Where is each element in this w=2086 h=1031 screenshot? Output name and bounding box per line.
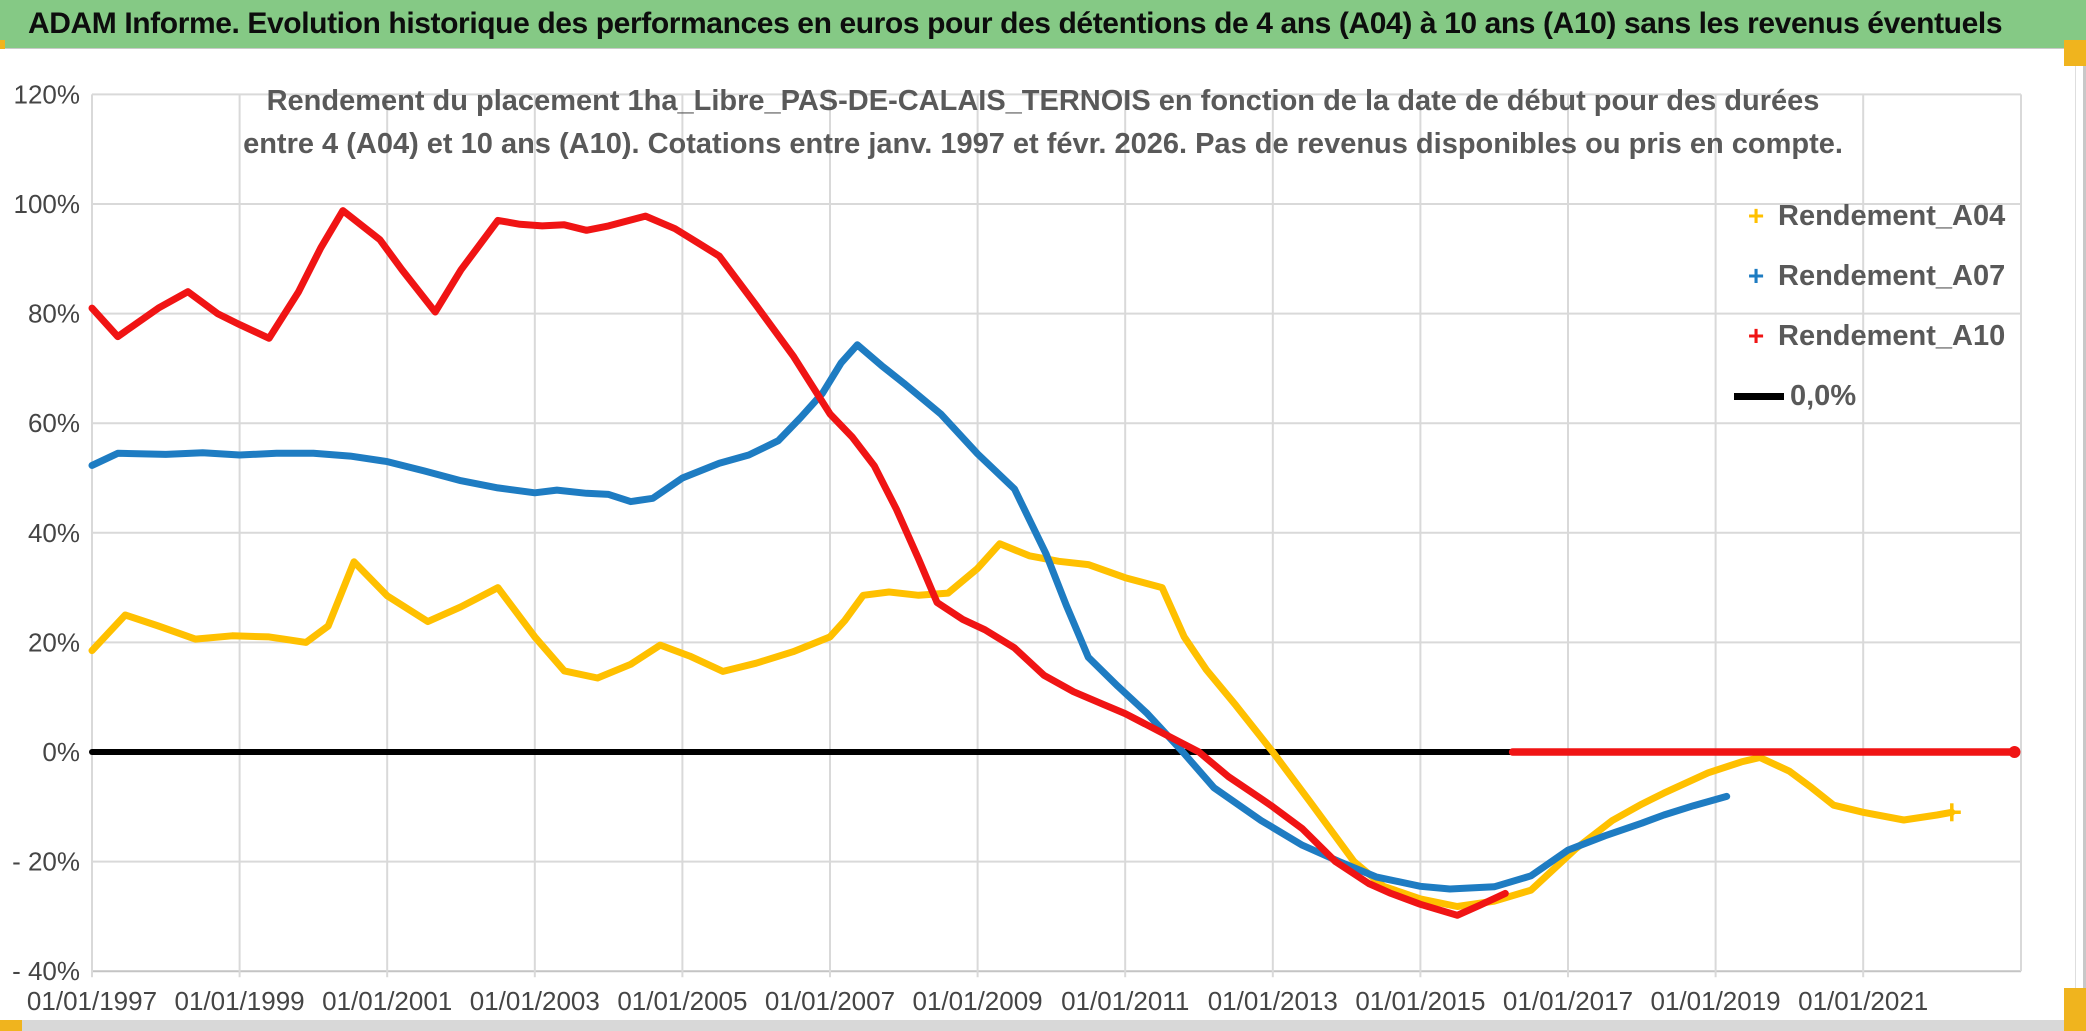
x-axis-label: 01/01/2001	[322, 986, 452, 1016]
y-axis-label: 40%	[28, 518, 80, 548]
series-rendement-a04[interactable]	[88, 540, 1956, 910]
legend-item-rendement-a04[interactable]: + Rendement_A04	[1734, 186, 2005, 246]
yellow-border-bottom-left	[0, 1020, 22, 1031]
x-axis-label: 01/01/2007	[765, 986, 895, 1016]
x-axis-label: 01/01/2009	[913, 986, 1043, 1016]
bottom-sheet-strip	[0, 1020, 2086, 1031]
legend-item-rendement-a10[interactable]: + Rendement_A10	[1734, 306, 2005, 366]
x-axis-label: 01/01/2017	[1503, 986, 1633, 1016]
y-axis-label: 60%	[28, 408, 80, 438]
series-rendement-a10[interactable]	[88, 207, 1509, 919]
legend-plus-marker: +	[1747, 320, 1765, 351]
y-axis-label: 0%	[42, 737, 80, 767]
x-axis-label: 01/01/2019	[1651, 986, 1781, 1016]
legend-label: 0,0%	[1790, 379, 1857, 412]
legend-label: Rendement_A10	[1778, 319, 2006, 352]
chart-title-line2: entre 4 (A04) et 10 ans (A10). Cotations…	[243, 128, 1843, 160]
legend-label: Rendement_A04	[1778, 199, 2006, 232]
x-axis-label: 01/01/1997	[27, 986, 157, 1016]
legend-plus-marker: +	[1747, 200, 1765, 231]
series-rendement-a07[interactable]	[88, 341, 1731, 893]
legend-line-swatch	[1734, 392, 1784, 400]
window-title-bar: ADAM Informe. Evolution historique des p…	[0, 0, 2086, 49]
legend-item-0-0-[interactable]: 0,0%	[1734, 366, 2005, 426]
legend-item-rendement-a07[interactable]: + Rendement_A07	[1734, 246, 2005, 306]
y-axis-label: - 20%	[12, 847, 80, 877]
yellow-border-top-left	[0, 40, 5, 49]
x-axis-label: 01/01/2005	[617, 986, 747, 1016]
x-axis-label: 01/01/2013	[1208, 986, 1338, 1016]
yellow-border-bottom-right	[2064, 988, 2086, 1031]
legend-label: Rendement_A07	[1778, 259, 2006, 292]
yellow-border-top-right	[2064, 40, 2086, 66]
x-axis-label: 01/01/1999	[175, 986, 305, 1016]
y-axis-label: 20%	[28, 627, 80, 657]
chart-object-border	[2075, 48, 2076, 1020]
x-axis-label: 01/01/2015	[1355, 986, 1485, 1016]
y-axis-label: 120%	[14, 79, 81, 109]
x-axis-label: 01/01/2011	[1061, 986, 1189, 1016]
legend-plus-marker: +	[1747, 260, 1765, 291]
y-axis-label: 100%	[14, 189, 81, 219]
chart-title-line1: Rendement du placement 1ha_Libre_PAS-DE-…	[266, 85, 1820, 117]
chart-title: Rendement du placement 1ha_Libre_PAS-DE-…	[213, 80, 1873, 166]
chart-legend[interactable]: + Rendement_A04 + Rendement_A07 + Rendement_A…	[1734, 186, 2005, 426]
y-axis-label: - 40%	[12, 956, 80, 986]
x-axis-label: 01/01/2003	[470, 986, 600, 1016]
right-sheet-strip	[2083, 0, 2086, 1031]
page-title: ADAM Informe. Evolution historique des p…	[28, 7, 2003, 40]
y-axis-label: 80%	[28, 299, 80, 329]
series-rendement-a10-zero-segment-end-marker	[2008, 746, 2021, 758]
x-axis-label: 01/01/2021	[1798, 986, 1928, 1016]
